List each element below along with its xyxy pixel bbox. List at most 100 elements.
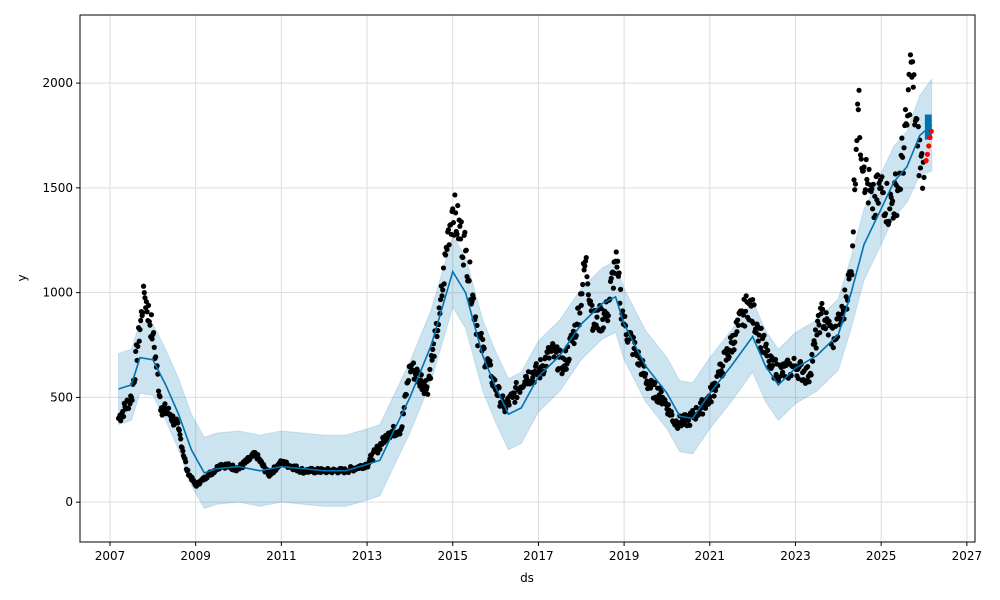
actual-point — [864, 176, 870, 183]
actual-point — [446, 242, 452, 248]
test-point — [923, 158, 929, 164]
actual-point — [743, 293, 749, 299]
uncertainty-band-area — [118, 77, 933, 510]
actual-point — [815, 318, 821, 324]
actual-point — [151, 344, 157, 350]
x-tick-label: 2007 — [95, 549, 126, 563]
x-tick-label: 2023 — [780, 549, 811, 563]
actual-point — [583, 255, 589, 261]
actual-point — [377, 446, 383, 452]
actual-point — [687, 422, 693, 428]
forecast-period-block — [924, 114, 932, 140]
actual-point — [440, 265, 447, 271]
actual-point — [178, 436, 184, 442]
actual-point — [665, 402, 671, 408]
yhat-line — [118, 124, 933, 474]
test-point — [927, 134, 933, 141]
actual-point — [584, 274, 590, 280]
y-tick-label: 0 — [65, 495, 73, 509]
actual-point — [605, 313, 612, 319]
actual-point — [472, 314, 479, 320]
actual-point — [612, 270, 618, 276]
actual-point — [765, 347, 771, 353]
actual-point — [886, 218, 892, 225]
actual-point — [708, 399, 714, 405]
actual-point — [849, 272, 855, 278]
actual-point — [444, 246, 450, 253]
actual-point — [517, 389, 523, 395]
forecast-line — [118, 114, 933, 474]
actual-point — [138, 317, 144, 324]
actual-point — [176, 427, 182, 433]
actual-point — [857, 134, 863, 141]
actual-point — [563, 366, 569, 372]
actual-point — [582, 263, 588, 269]
actual-point — [905, 87, 911, 93]
actual-point — [608, 275, 614, 281]
actual-point — [480, 336, 486, 343]
actual-point — [846, 276, 852, 282]
actual-point — [772, 356, 779, 363]
actual-point — [813, 345, 819, 351]
actual-point — [610, 285, 617, 291]
actual-point — [410, 360, 417, 366]
actual-point — [726, 354, 732, 360]
actual-point — [857, 152, 864, 158]
actual-point — [850, 243, 856, 249]
actual-point — [442, 252, 449, 258]
actual-point — [136, 338, 142, 344]
actual-point — [806, 379, 812, 385]
y-axis-label: y — [15, 274, 29, 281]
actual-point — [780, 369, 786, 375]
actual-point — [875, 200, 881, 206]
actual-point — [165, 405, 172, 411]
actual-point — [579, 291, 585, 297]
actual-point — [589, 302, 595, 308]
actual-point — [510, 394, 516, 401]
actual-point — [897, 186, 904, 192]
actual-point — [870, 181, 876, 187]
actual-point — [425, 391, 431, 397]
actual-point — [585, 281, 591, 287]
actual-point — [711, 393, 717, 399]
actual-point — [763, 341, 769, 347]
actual-point — [810, 358, 816, 364]
actual-point — [457, 223, 463, 229]
actual-point — [818, 310, 824, 317]
actual-point — [914, 116, 920, 122]
actual-point — [652, 380, 658, 386]
actual-point — [616, 270, 622, 276]
actual-point — [478, 330, 484, 336]
actual-point — [822, 326, 829, 332]
actual-point — [791, 355, 797, 361]
actual-point — [441, 281, 447, 287]
actual-point — [805, 364, 811, 370]
uncertainty-band — [118, 77, 933, 510]
actual-point — [819, 300, 825, 307]
actual-point — [702, 405, 709, 411]
y-tick-label: 1000 — [42, 286, 73, 300]
actual-point — [761, 332, 767, 338]
actual-point — [481, 345, 487, 351]
actual-point — [140, 283, 147, 289]
actual-point — [434, 333, 440, 340]
actual-point — [600, 325, 607, 331]
actual-point — [460, 254, 466, 260]
actual-point — [770, 363, 776, 369]
actual-point — [910, 84, 916, 90]
y-tick-label: 2000 — [42, 76, 73, 90]
actual-point — [622, 313, 628, 320]
test-point — [924, 151, 931, 157]
y-tick-label: 1500 — [42, 181, 73, 195]
actual-point — [157, 394, 163, 400]
actual-point — [445, 227, 452, 233]
actual-point — [440, 287, 446, 293]
actual-point — [430, 346, 436, 353]
actual-point — [911, 72, 917, 78]
actual-point — [125, 405, 132, 412]
actual-point — [735, 322, 741, 329]
actual-point — [150, 330, 157, 336]
actual-point — [450, 206, 456, 212]
test-point — [928, 128, 934, 134]
actual-point — [474, 322, 480, 329]
